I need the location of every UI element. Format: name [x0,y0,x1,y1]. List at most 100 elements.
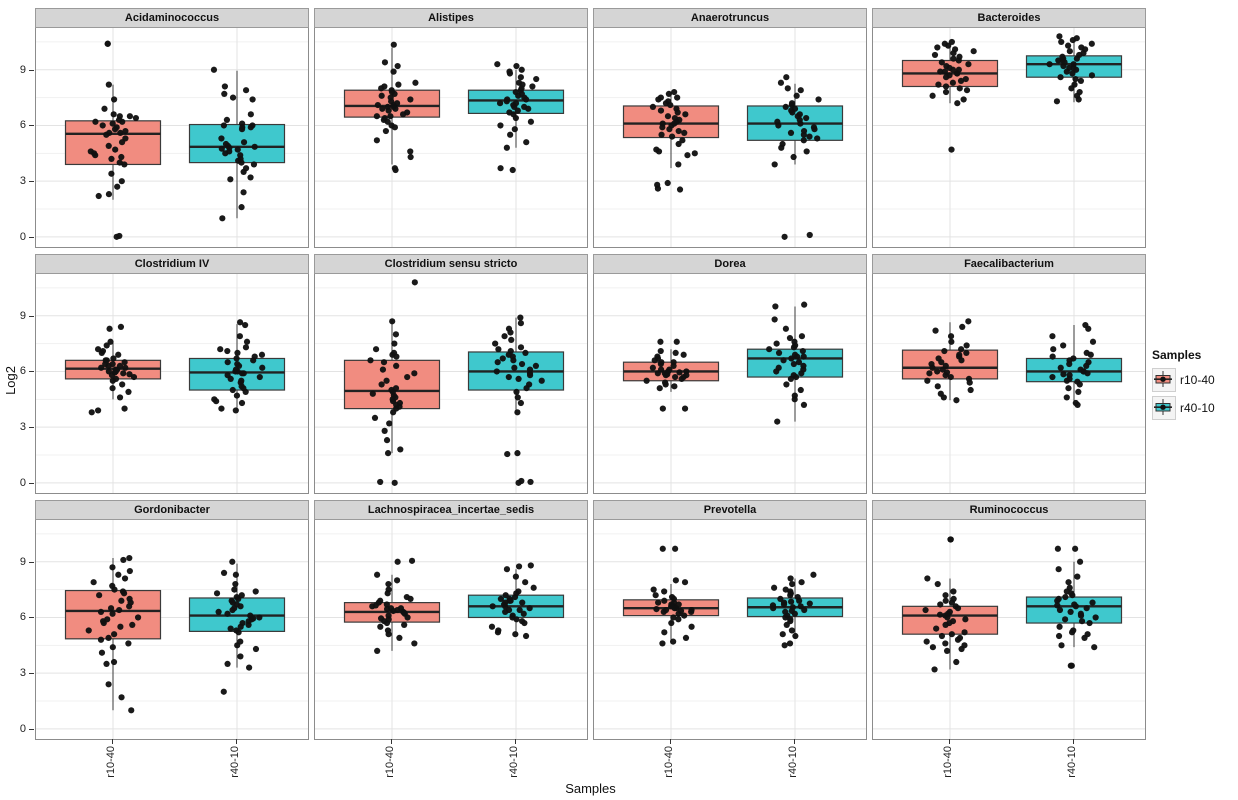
boxplot-svg [594,520,866,739]
boxplot-svg [315,520,587,739]
y-axis-ticks: 0 3 6 9 [0,500,35,740]
facet-row: 0 3 6 9 Clostridium IV Clostridium sensu stri… [0,254,1238,494]
y-tick-label: 6 [19,119,26,132]
facet-strip: Lachnospiracea_incertae_sedis [314,500,588,520]
facet-panel [35,520,309,740]
y-tick-mark [29,617,34,619]
facet-panel [593,274,867,494]
y-tick-label: 6 [19,365,26,378]
legend-key-glyph [1154,371,1172,387]
boxplot-svg [873,274,1145,493]
y-tick-label: 0 [19,722,26,735]
boxplot-svg [594,274,866,493]
facet-Lachnospiracea_incertae_sedis: Lachnospiracea_incertae_sedis [314,500,588,740]
facet-Acidaminococcus: Acidaminococcus [35,8,309,248]
x-tick-label: r10-40 [663,746,675,778]
legend-item-r10-40: r10-40 [1152,368,1236,392]
boxplot-svg [315,28,587,247]
box-r40-10 [1025,325,1123,405]
jitter-points-r40-10 [210,66,258,222]
y-tick-mark [29,673,34,675]
legend-title: Samples [1152,348,1202,362]
boxplot-svg [873,520,1145,739]
jitter-points-r40-10 [494,61,540,174]
y-tick-mark [29,427,34,429]
facet-Bacteroides: Bacteroides [872,8,1146,248]
x-tick-label: r10-40 [105,746,117,778]
boxplot-svg [36,274,308,493]
facet-strip: Dorea [593,254,867,274]
legend: Samples r10-40 r40-10 [1152,348,1236,424]
facet-Faecalibacterium: Faecalibacterium [872,254,1146,494]
y-tick-mark [29,371,34,373]
facet-Gordonibacter: Gordonibacter [35,500,309,740]
facet-panel [314,274,588,494]
box-r40-10 [188,70,286,219]
x-tick-mark [794,739,795,744]
y-tick-label: 9 [19,309,26,322]
box-r10-40 [622,584,720,644]
jitter-points-r10-40 [649,88,698,193]
boxplot-svg [36,28,308,247]
y-tick-mark [29,728,34,730]
y-tick-label: 0 [19,230,26,243]
y-tick-label: 3 [19,175,26,188]
jitter-points-r40-10 [766,301,808,425]
jitter-points-r40-10 [213,558,263,695]
jitter-points-r40-10 [1046,33,1096,105]
facet-grid: 0 3 6 9 Acidaminococcus Alistipes Anaerotruncu… [0,8,1238,746]
facet-Dorea: Dorea [593,254,867,494]
legend-item-r40-10: r40-10 [1152,396,1236,420]
facet-row: 0 3 6 9 Acidaminococcus Alistipes Anaerotruncu… [0,8,1238,248]
jitter-points-r10-40 [87,40,140,240]
x-tick-mark [515,739,516,744]
x-tick-mark [112,739,113,744]
x-tick-label: r10-40 [384,746,396,778]
legend-label: r40-10 [1180,401,1215,415]
facet-panel [872,520,1146,740]
y-tick-mark [29,236,34,238]
box-r10-40 [622,92,720,169]
y-tick-label: 3 [19,421,26,434]
legend-key-glyph [1154,399,1172,415]
legend-label: r10-40 [1180,373,1215,387]
facet-panel [35,28,309,248]
y-tick-mark [29,125,34,127]
facet-Alistipes: Alistipes [314,8,588,248]
box-r40-10 [467,317,565,414]
facet-strip: Gordonibacter [35,500,309,520]
boxplot-key-icon [1152,368,1176,392]
facet-strip: Prevotella [593,500,867,520]
facet-panel [314,520,588,740]
x-tick-mark [236,739,237,744]
boxplot-svg [315,274,587,493]
y-axis-ticks: 0 3 6 9 [0,254,35,494]
jitter-points-r10-40 [922,536,969,673]
facet-strip: Anaerotruncus [593,8,867,28]
facet-panel [593,28,867,248]
facet-strip: Clostridium sensu stricto [314,254,588,274]
x-tick-mark [391,739,392,744]
facet-Ruminococcus: Ruminococcus [872,500,1146,740]
y-tick-mark [29,181,34,183]
jitter-points-r10-40 [85,554,142,714]
facet-panel [35,274,309,494]
jitter-points-r40-10 [1054,545,1099,669]
jitter-points-r40-10 [211,319,266,414]
box-r10-40 [343,319,441,454]
jitter-points-r10-40 [367,279,418,486]
facet-strip: Alistipes [314,8,588,28]
facet-panel [872,28,1146,248]
y-axis-ticks: 0 3 6 9 [0,8,35,248]
facet-row: 0 3 6 9 Gordonibacter Lachnospiracea_incertae… [0,500,1238,740]
boxplot-svg [594,28,866,247]
jitter-points-r40-10 [771,74,822,240]
x-tick-label: r40-10 [508,746,520,778]
facet-Clostridium IV: Clostridium IV [35,254,309,494]
x-tick-mark [670,739,671,744]
x-tick-mark [949,739,950,744]
jitter-points-r10-40 [650,545,695,647]
jitter-points-r40-10 [492,314,545,486]
y-tick-label: 6 [19,611,26,624]
